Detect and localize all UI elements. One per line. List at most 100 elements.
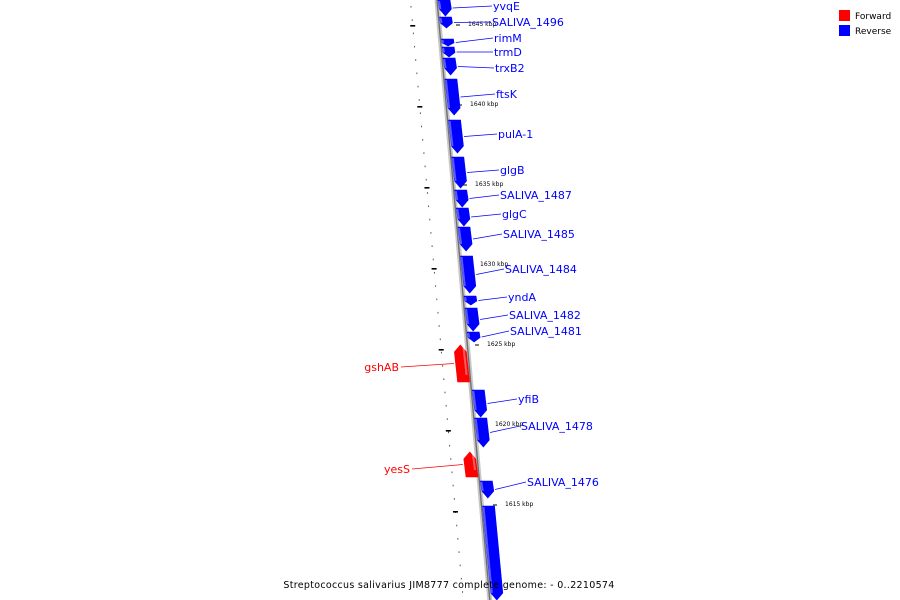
unlabelled-gene[interactable] <box>482 505 504 600</box>
gene-arrow-highlight <box>460 256 466 287</box>
gene-arrow-saliva_1484[interactable] <box>460 255 477 294</box>
scale-dot <box>453 498 455 500</box>
gene-label[interactable]: glgB <box>500 164 525 177</box>
gene-arrow-highlight <box>465 308 470 325</box>
gene-label[interactable]: yfiB <box>518 393 539 406</box>
gene-arrow-yvqe[interactable] <box>437 0 452 17</box>
scale-dot <box>431 245 433 247</box>
gene-arrow-highlight <box>438 0 442 10</box>
scale-dot <box>446 418 448 420</box>
gene-label[interactable]: pulA-1 <box>498 128 533 141</box>
major-scale-tick <box>417 106 423 108</box>
gene-leader-line <box>400 363 455 368</box>
gene-arrow-glgb[interactable] <box>451 156 467 189</box>
scale-dot <box>438 325 440 327</box>
scale-dot <box>450 458 452 460</box>
scale-dot <box>425 178 427 181</box>
gene-label[interactable]: ftsK <box>496 88 518 101</box>
gene-label[interactable]: SALIVA_1496 <box>492 16 564 29</box>
scale-dot <box>451 471 453 474</box>
scale-dot <box>424 165 426 168</box>
scale-dot <box>457 538 459 540</box>
gene-arrow-highlight <box>471 452 476 471</box>
gene-arrow-saliva_1478[interactable] <box>474 417 490 448</box>
gene-arrow-ftsk[interactable] <box>444 78 461 116</box>
gene-arrow-saliva_1485[interactable] <box>457 226 473 252</box>
gene-leader-line <box>471 213 502 218</box>
tick-label: 1640 kbp <box>470 101 498 108</box>
gene-arrow-glgc[interactable] <box>455 207 471 227</box>
gene-arrow-highlight <box>441 39 445 44</box>
gene-arrow-highlight <box>467 332 471 338</box>
gene-label[interactable]: SALIVA_1487 <box>500 189 572 202</box>
gene-leader-line <box>480 314 509 320</box>
major-scale-tick <box>445 430 451 432</box>
scale-dot <box>440 351 442 354</box>
tick-label: 1630 kbp <box>480 261 508 268</box>
scale-dot <box>429 218 431 221</box>
gene-arrow-gshab[interactable] <box>454 344 470 383</box>
scale-dot <box>419 112 421 114</box>
gene-arrow-saliva_1482[interactable] <box>464 307 480 332</box>
gene-label[interactable]: SALIVA_1478 <box>521 420 593 433</box>
legend-swatch <box>839 25 850 36</box>
gene-arrow-saliva_1487[interactable] <box>454 189 469 208</box>
gene-arrow-highlight <box>456 208 460 220</box>
gene-arrow-pula-1[interactable] <box>448 119 464 154</box>
gene-arrow-trxb2[interactable] <box>442 57 457 76</box>
gene-label[interactable]: SALIVA_1481 <box>510 325 582 338</box>
gene-leader-line <box>476 268 505 275</box>
gene-arrow-trmd[interactable] <box>441 46 456 58</box>
gene-label[interactable]: SALIVA_1482 <box>509 309 581 322</box>
scale-dot <box>449 444 451 447</box>
scale-dot <box>410 6 412 8</box>
gene-label[interactable]: SALIVA_1484 <box>505 263 577 276</box>
tick-label: 1615 kbp <box>505 501 533 508</box>
scale-dot <box>437 311 439 314</box>
scale-dot <box>439 338 441 341</box>
gene-label[interactable]: SALIVA_1485 <box>503 228 575 241</box>
major-scale-tick <box>410 25 416 27</box>
gene-label[interactable]: gshAB <box>364 361 399 374</box>
legend-label: Reverse <box>855 27 892 37</box>
gene-label[interactable]: yvqE <box>493 0 520 13</box>
gene-arrow-rimm[interactable] <box>441 38 455 47</box>
gene-label[interactable]: rimM <box>494 32 522 45</box>
gene-arrow-highlight <box>448 120 454 147</box>
major-scale-tick <box>424 187 430 189</box>
gene-arrow-ynda[interactable] <box>463 295 478 306</box>
scale-dot <box>417 85 419 88</box>
gene-arrow-saliva_1496[interactable] <box>439 16 453 29</box>
scale-dot <box>445 405 447 407</box>
gene-label[interactable]: SALIVA_1476 <box>527 476 599 489</box>
tick-label: 1620 kbp <box>495 421 523 428</box>
gene-label[interactable]: yesS <box>384 463 410 476</box>
gene-arrow-yfib[interactable] <box>471 389 488 418</box>
scale-dot <box>443 378 445 380</box>
scale-dot <box>458 551 460 553</box>
gene-label[interactable]: trmD <box>494 46 522 59</box>
gene-label[interactable]: yndA <box>508 291 536 304</box>
gene-arrow-highlight <box>451 157 457 182</box>
gene-arrow-highlight <box>444 79 451 109</box>
gene-leader-line <box>455 37 494 43</box>
scale-dot <box>430 232 432 234</box>
gene-arrow-highlight <box>443 58 447 69</box>
gene-label[interactable]: glgC <box>502 208 527 221</box>
legend-label: Forward <box>855 12 891 22</box>
legend-swatch <box>839 10 850 21</box>
gene-leader-line <box>489 425 521 433</box>
gene-arrow-highlight <box>464 296 467 302</box>
genome-backbone <box>434 0 493 600</box>
gene-arrow-yess[interactable] <box>463 451 479 478</box>
scale-dot <box>456 524 458 527</box>
backbone-dots <box>410 6 464 593</box>
gene-leader-line <box>469 194 500 199</box>
map-caption: Streptococcus salivarius JIM8777 complet… <box>283 580 614 591</box>
gene-label[interactable]: trxB2 <box>495 62 525 75</box>
gene-arrow-saliva_1481[interactable] <box>466 331 481 343</box>
gene-leader-line <box>463 133 498 137</box>
gene-arrow-saliva_1476[interactable] <box>479 480 495 499</box>
scale-dot <box>423 152 425 154</box>
